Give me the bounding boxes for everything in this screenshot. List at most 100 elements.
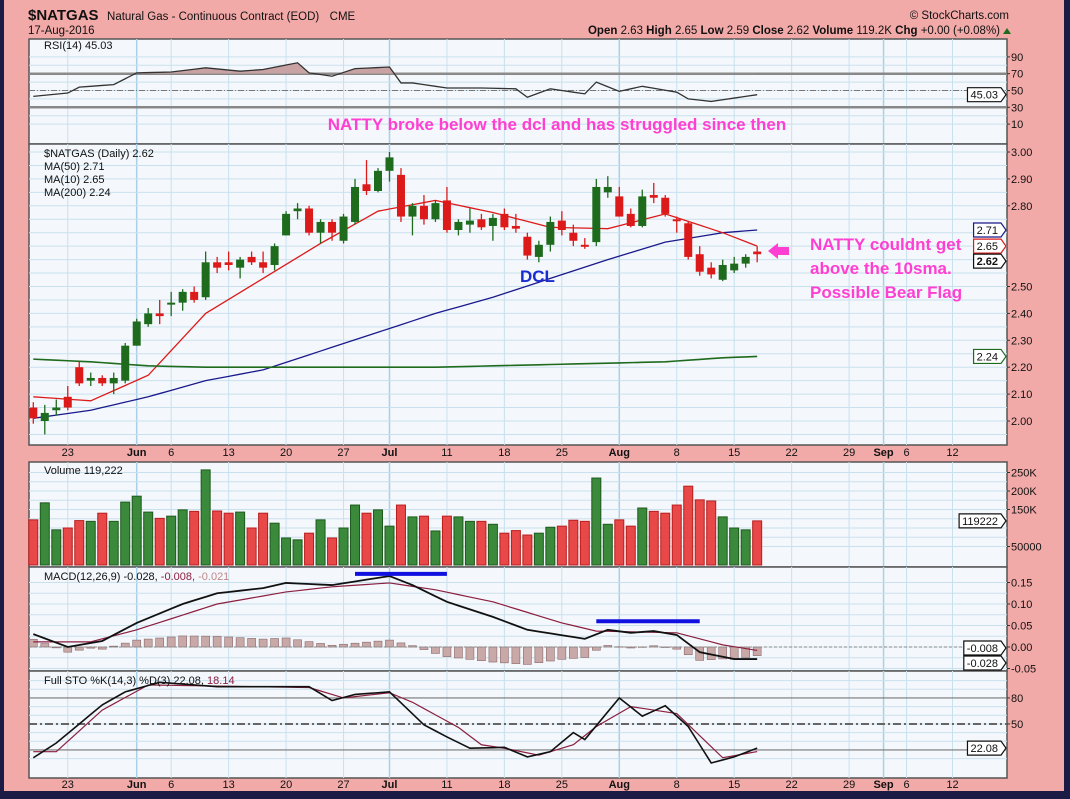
volume-bar bbox=[258, 512, 269, 566]
candle-body bbox=[684, 223, 693, 257]
pane-legends: RSI(14) 45.03 $NATGAS (Daily) 2.62 MA(50… bbox=[44, 40, 962, 687]
volume-bar bbox=[304, 532, 315, 566]
volume-bar bbox=[625, 525, 636, 566]
volume-bar bbox=[671, 504, 682, 566]
candle bbox=[396, 168, 405, 222]
open-value: 2.63 bbox=[621, 25, 643, 37]
candle-body bbox=[718, 264, 727, 280]
macd-histogram-bar bbox=[132, 639, 142, 648]
macd-line bbox=[32, 575, 758, 660]
annotation-top-note: NATTY broke below the dcl and has strugg… bbox=[328, 115, 786, 134]
bottom-date-label: 25 bbox=[556, 779, 568, 791]
candle bbox=[29, 402, 38, 424]
chg-value: +0.00 (+0.08%) bbox=[921, 25, 1000, 37]
candle-body bbox=[282, 213, 291, 236]
macd-axis-label: 0.00 bbox=[1011, 642, 1032, 654]
volume-axis-label: 250K bbox=[1011, 468, 1037, 480]
macd-histogram-bar bbox=[511, 646, 521, 664]
volume-bar bbox=[602, 523, 613, 566]
sto-tag: 22.08 bbox=[966, 740, 1007, 756]
candle bbox=[132, 318, 141, 346]
volume-bar bbox=[453, 516, 464, 566]
volume-bar bbox=[568, 519, 579, 566]
sto-k-line bbox=[32, 681, 758, 764]
candle-body bbox=[638, 196, 647, 226]
macd-histogram-bar bbox=[316, 643, 325, 648]
rsi-axis-label: 10 bbox=[1011, 119, 1023, 131]
candle bbox=[121, 342, 130, 384]
volume-bar bbox=[522, 534, 533, 566]
candle-body bbox=[178, 291, 187, 303]
candle bbox=[178, 289, 187, 311]
candle-body bbox=[98, 377, 107, 384]
candle bbox=[557, 211, 566, 236]
candle-body bbox=[546, 221, 555, 245]
ma10-legend: MA(10) 2.65 bbox=[44, 174, 105, 186]
candle-body bbox=[523, 236, 532, 256]
rsi-tag: 45.03 bbox=[966, 87, 1007, 103]
rsi-overbought-fill bbox=[33, 62, 758, 74]
ma50-line bbox=[33, 229, 758, 419]
candle bbox=[339, 213, 348, 244]
quote-summary: Open 2.63 High 2.65 Low 2.59 Close 2.62 … bbox=[588, 25, 1000, 37]
volume-label: Volume bbox=[812, 25, 853, 37]
bottom-date-label: Jun bbox=[127, 779, 147, 791]
candle-body bbox=[465, 220, 474, 225]
ma50-tag: 2.71 bbox=[972, 222, 1007, 238]
price-axis-label: 2.10 bbox=[1011, 389, 1032, 401]
macd-tag: -0.028 bbox=[963, 655, 1007, 671]
ma200-tag: 2.24 bbox=[972, 348, 1007, 365]
macd-histogram-bar bbox=[649, 645, 659, 648]
macd-histogram-bar bbox=[339, 643, 348, 648]
volume-bar bbox=[212, 510, 223, 566]
volume-bar bbox=[533, 532, 544, 566]
bottom-date-label: 15 bbox=[728, 779, 740, 791]
price-legend: $NATGAS (Daily) 2.62 bbox=[44, 148, 154, 160]
volume-bar bbox=[143, 511, 154, 566]
candle-body bbox=[52, 407, 61, 411]
candle-body bbox=[707, 267, 716, 275]
date-label: 29 bbox=[843, 447, 855, 459]
macd-tag-box bbox=[963, 640, 1007, 656]
bottom-date-label: 20 bbox=[280, 779, 292, 791]
rsi-axis-label: 70 bbox=[1011, 69, 1023, 81]
price-axis-label: 3.00 bbox=[1011, 147, 1032, 159]
volume-bar bbox=[361, 512, 372, 566]
macd-tag-box bbox=[963, 655, 1007, 671]
candle bbox=[167, 291, 176, 317]
macd-histogram-bar bbox=[247, 638, 256, 648]
chg-label: Chg bbox=[895, 25, 917, 37]
date-label: Jul bbox=[382, 447, 398, 459]
annotation-right-line-3: Possible Bear Flag bbox=[810, 283, 962, 302]
date-label: 23 bbox=[62, 447, 74, 459]
candle-body bbox=[408, 205, 417, 217]
macd-histogram-bar bbox=[603, 645, 613, 648]
candle bbox=[259, 251, 268, 274]
macd-axis-label: 0.05 bbox=[1011, 621, 1032, 633]
volume-bar bbox=[729, 527, 740, 566]
macd-histogram-bar bbox=[189, 635, 199, 648]
candle-body bbox=[351, 186, 360, 222]
candle-body bbox=[132, 321, 141, 346]
date-label: Sep bbox=[873, 447, 893, 459]
rsi-axis-label: 90 bbox=[1011, 52, 1023, 64]
chart-layer: 3.00 2.90 2.80 2.50 2.40 2.30 2.20 2.10 2.00 90 70… bbox=[28, 38, 1042, 791]
candle bbox=[638, 189, 647, 228]
chart-date: 17-Aug-2016 bbox=[28, 25, 95, 37]
volume-bar bbox=[189, 510, 200, 566]
candle-body bbox=[603, 186, 612, 193]
macd-legend-prefix: MACD(12,26,9) bbox=[44, 571, 120, 583]
volume-bar bbox=[166, 515, 177, 566]
candle-body bbox=[305, 208, 314, 233]
price-axis-label: 2.80 bbox=[1011, 201, 1032, 213]
macd-histogram-bar bbox=[362, 641, 371, 648]
sto-legend: Full STO %K(14,3) %D(3) 22.08, 18.14 bbox=[44, 675, 235, 687]
volume-bar bbox=[292, 539, 303, 566]
volume-bar bbox=[487, 523, 498, 566]
macd-histogram-bar bbox=[304, 641, 314, 648]
volume-tag-box bbox=[958, 513, 1007, 529]
macd-histogram-bar bbox=[212, 635, 222, 648]
volume-bar bbox=[637, 507, 648, 566]
macd-histogram-bar bbox=[431, 646, 440, 654]
